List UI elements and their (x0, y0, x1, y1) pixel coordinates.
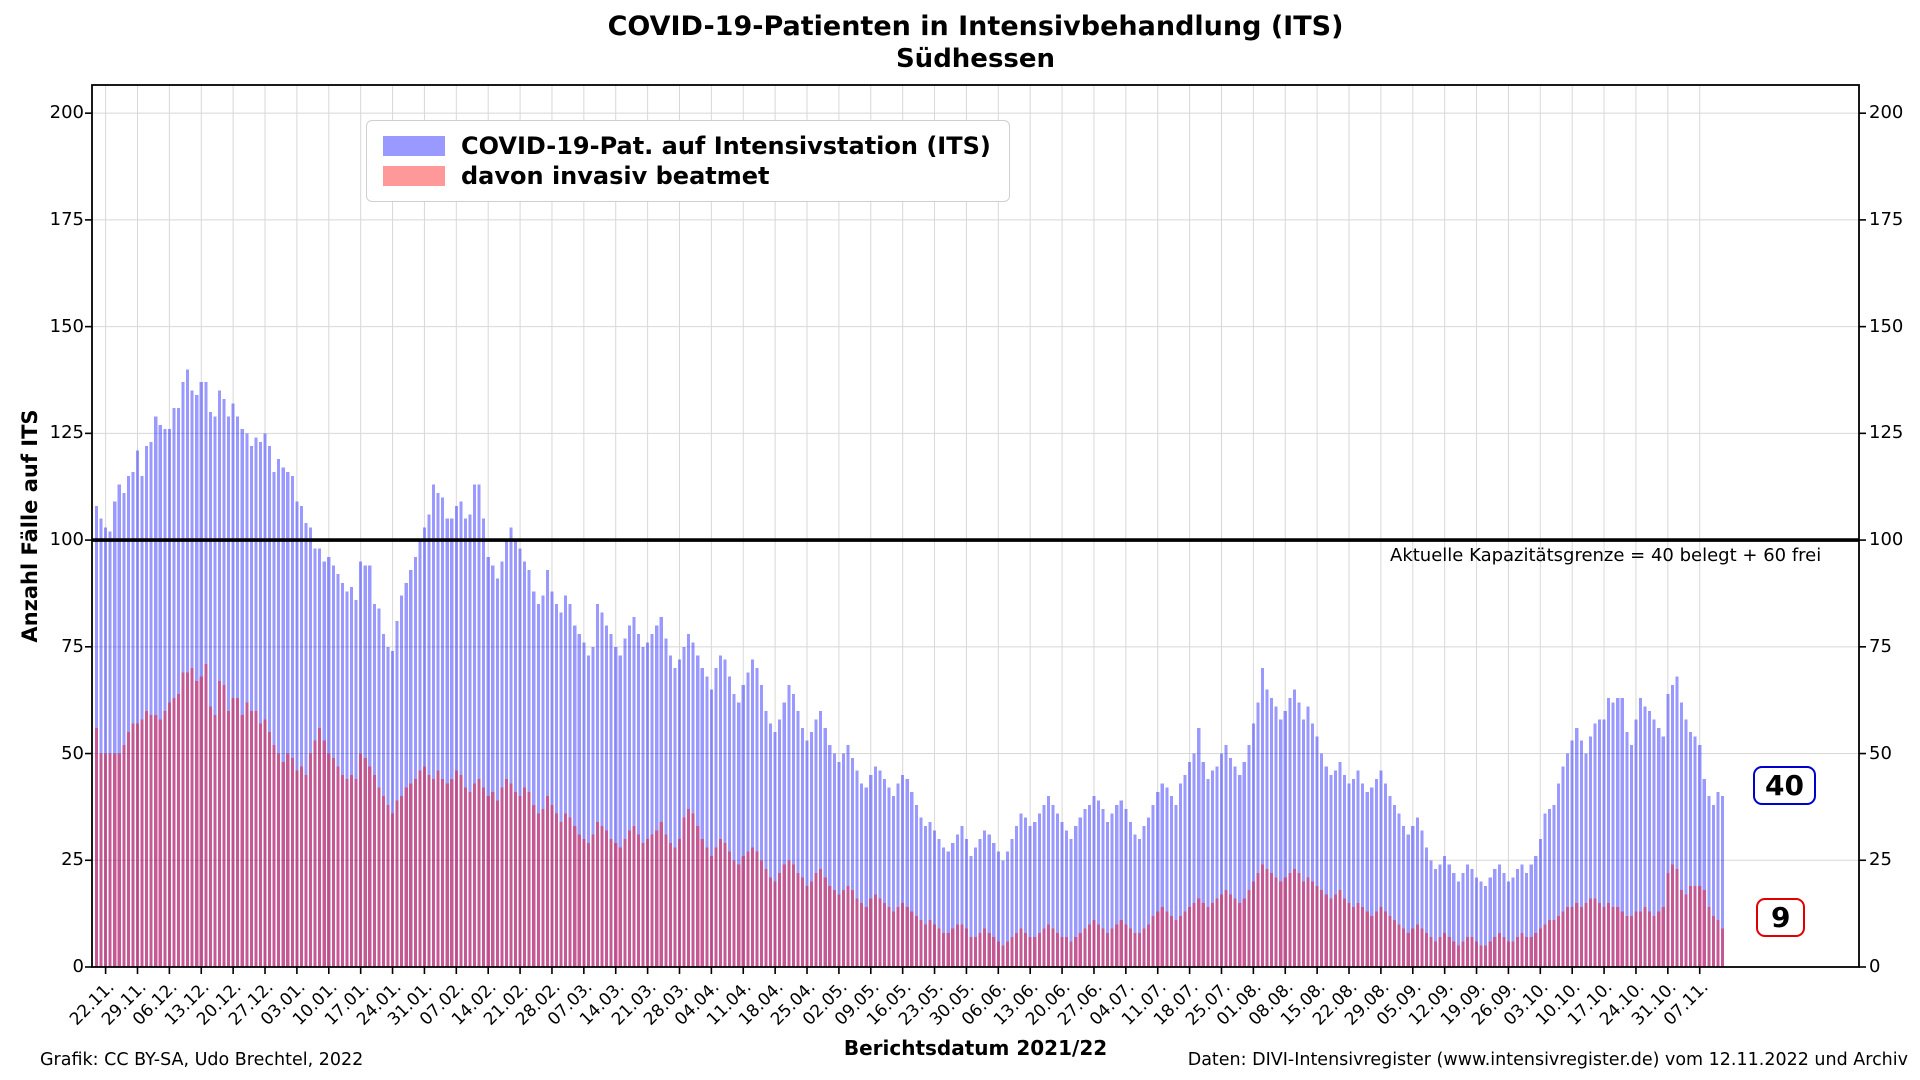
y-axis-label: Anzahl Fälle auf ITS (18, 409, 42, 643)
y-tick-label-right: 25 (1869, 849, 1892, 871)
x-axis-label: Berichtsdatum 2021/22 (843, 1036, 1108, 1060)
legend: COVID-19-Pat. auf Intensivstation (ITS) … (366, 120, 1010, 202)
end-value-badge-its: 40 (1753, 766, 1816, 805)
legend-row-its: COVID-19-Pat. auf Intensivstation (ITS) (383, 131, 993, 161)
y-tick-label-right: 200 (1869, 102, 1904, 124)
chart-title-block: COVID-19-Patienten in Intensivbehandlung… (92, 10, 1859, 75)
y-tick-label-right: 175 (1869, 208, 1904, 230)
y-tick-label-right: 75 (1869, 635, 1892, 657)
plot-area (85, 84, 1866, 974)
credit-text: Grafik: CC BY-SA, Udo Brechtel, 2022 (40, 1050, 364, 1070)
legend-row-beatmet: davon invasiv beatmet (383, 161, 993, 191)
y-tick-label-left: 200 (49, 102, 84, 124)
y-tick-label-right: 0 (1869, 956, 1881, 977)
legend-label-its: COVID-19-Pat. auf Intensivstation (ITS) (461, 132, 991, 160)
legend-label-beatmet: davon invasiv beatmet (461, 162, 770, 190)
data-source-text: Daten: DIVI-Intensivregister (www.intens… (1187, 1050, 1908, 1070)
y-tick-label-left: 75 (61, 635, 84, 657)
capacity-line-annotation: Aktuelle Kapazitätsgrenze = 40 belegt + … (1390, 545, 1822, 566)
legend-swatch-beatmet-icon (383, 166, 445, 186)
legend-swatch-its-icon (383, 136, 445, 156)
y-tick-label-right: 100 (1869, 529, 1904, 551)
plot-frame (91, 84, 1860, 968)
end-value-badge-beatmet: 9 (1756, 898, 1806, 937)
bars-its (94, 369, 1725, 968)
chart-title: COVID-19-Patienten in Intensivbehandlung… (607, 11, 1344, 42)
chart-canvas (85, 84, 1866, 974)
y-tick-label-right: 125 (1869, 422, 1904, 444)
gridlines (92, 85, 1859, 968)
y-tick-label-left: 0 (72, 956, 84, 977)
bars-beatmet (94, 663, 1725, 967)
y-tick-label-left: 150 (49, 315, 84, 337)
y-tick-label-right: 150 (1869, 315, 1904, 337)
chart-subtitle: Südhessen (895, 43, 1056, 74)
y-tick-label-right: 50 (1869, 742, 1892, 764)
y-tick-label-left: 25 (61, 849, 84, 871)
y-tick-label-left: 100 (49, 529, 84, 551)
axis-tick-marks (85, 112, 1866, 974)
y-tick-label-left: 125 (49, 422, 84, 444)
y-tick-label-left: 50 (61, 742, 84, 764)
y-tick-label-left: 175 (49, 208, 84, 230)
